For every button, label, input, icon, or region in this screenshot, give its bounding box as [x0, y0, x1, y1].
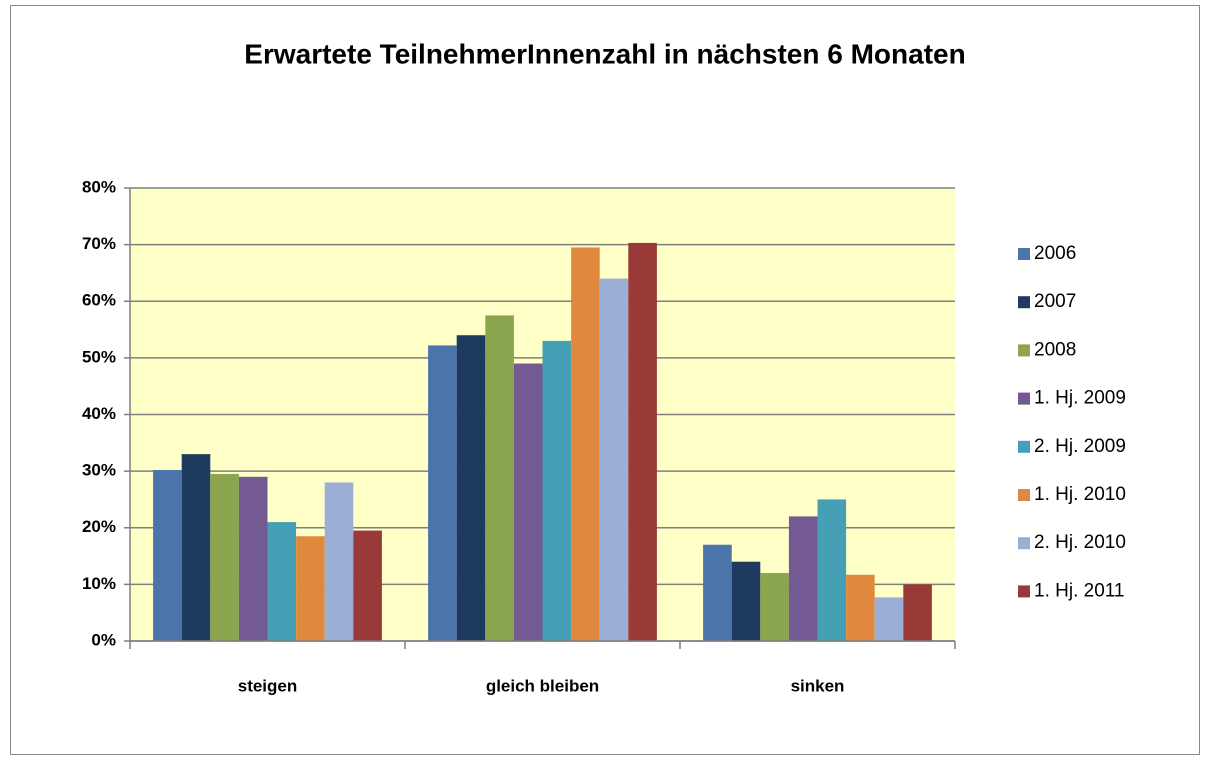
y-tick-label: 10% [82, 574, 116, 593]
bar [903, 584, 932, 641]
y-tick-label: 30% [82, 461, 116, 480]
bar [324, 482, 354, 641]
bar [210, 473, 239, 641]
legend-label: 1. Hj. 2010 [1034, 484, 1126, 505]
bar [181, 454, 211, 641]
bar [874, 597, 904, 641]
x-tick-label: gleich bleiben [486, 676, 599, 695]
legend-swatch [1018, 392, 1030, 405]
y-tick-label: 50% [82, 347, 116, 366]
legend-swatch [1018, 440, 1030, 453]
bar [817, 499, 847, 641]
y-tick-label: 20% [82, 517, 116, 536]
legend-label: 2008 [1034, 339, 1076, 360]
bar [428, 345, 457, 641]
y-tick-label: 70% [82, 234, 116, 253]
bar [760, 573, 789, 641]
bar [788, 516, 818, 641]
x-tick-label: steigen [238, 676, 298, 695]
legend-swatch [1018, 585, 1030, 598]
legend-swatch [1018, 248, 1030, 260]
legend-swatch [1018, 344, 1030, 357]
y-tick-label: 60% [82, 291, 116, 310]
bar [599, 278, 629, 641]
chart-title: Erwartete TeilnehmerInnenzahl in nächste… [244, 38, 965, 69]
y-tick-label: 0% [91, 630, 116, 649]
bar [731, 561, 761, 641]
legend-label: 1. Hj. 2009 [1034, 388, 1126, 409]
legend-swatch [1018, 489, 1030, 501]
bar [846, 574, 875, 641]
bar [571, 247, 600, 642]
bar [238, 476, 268, 641]
bar [296, 536, 325, 641]
legend-swatch [1018, 537, 1030, 550]
legend-swatch [1018, 296, 1030, 309]
legend-label: 2. Hj. 2009 [1034, 436, 1126, 457]
bar [353, 530, 382, 641]
bar [703, 544, 732, 641]
bar [513, 363, 543, 641]
bar [456, 335, 486, 641]
bar [542, 340, 572, 641]
legend-label: 2007 [1034, 291, 1076, 312]
bar [628, 242, 657, 641]
bar [485, 315, 514, 641]
legend-label: 2006 [1034, 243, 1076, 264]
legend-label: 1. Hj. 2011 [1034, 580, 1124, 601]
x-tick-label: sinken [791, 676, 845, 695]
y-tick-label: 40% [82, 404, 116, 423]
bar [153, 469, 182, 641]
y-tick-label: 80% [82, 177, 116, 196]
legend-label: 2. Hj. 2010 [1034, 532, 1126, 553]
bar [267, 522, 297, 641]
